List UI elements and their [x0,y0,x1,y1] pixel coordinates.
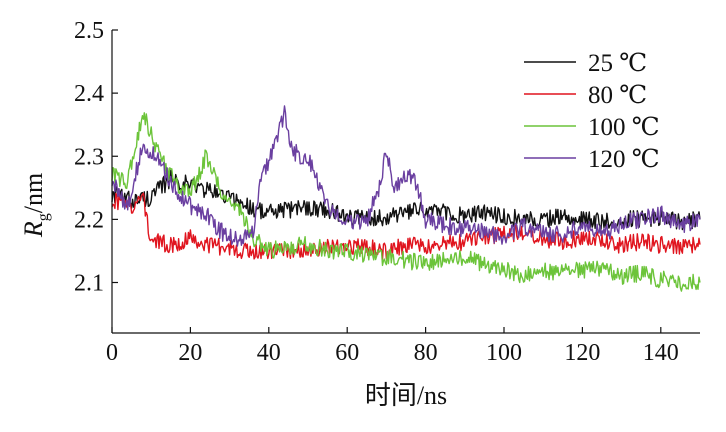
y-tick-label: 2.5 [74,18,104,44]
ticks: 0 20 40 60 80 100 120 140 2.1 2.2 2.3 2.4 2.5 [74,18,679,366]
legend-label: 80 ℃ [588,82,647,109]
y-tick-label: 2.3 [74,144,104,170]
series-line [111,169,701,231]
x-axis-title: 时间/ns [365,381,447,410]
legend-label: 25 ℃ [588,50,647,77]
x-tick-label: 80 [414,340,438,366]
x-tick-label: 140 [643,340,679,366]
series-line [111,112,701,292]
y-axis-title: Rg/nm [19,173,52,238]
legend-label: 100 ℃ [588,114,660,141]
x-tick-label: 100 [486,340,522,366]
plot-series [111,105,701,292]
series-line [111,192,701,260]
y-tick-label: 2.2 [74,207,104,233]
y-axis-title-subscript: g [35,213,52,221]
y-axis-title-unit: /nm [19,173,48,213]
y-axis-title-symbol: R [19,221,48,238]
legend-label: 120 ℃ [588,146,660,173]
series-line [111,105,701,247]
x-tick-label: 20 [178,340,202,366]
x-tick-label: 0 [106,340,118,366]
x-tick-label: 60 [335,340,359,366]
x-tick-label: 120 [564,340,600,366]
y-tick-label: 2.1 [74,271,104,297]
y-tick-label: 2.4 [74,81,104,107]
x-tick-label: 40 [257,340,281,366]
legend: 25 ℃ 80 ℃ 100 ℃ 120 ℃ [524,50,660,173]
